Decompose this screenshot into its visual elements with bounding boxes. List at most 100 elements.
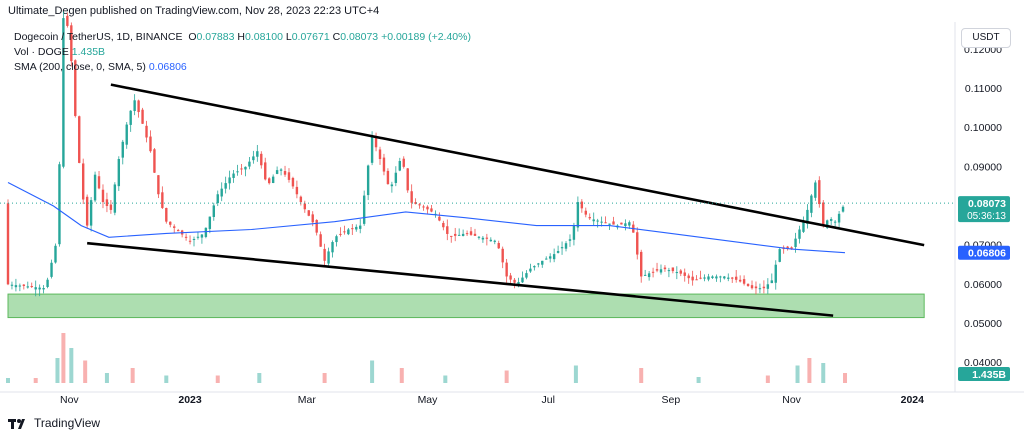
candle-body — [572, 225, 576, 240]
candle-body — [149, 136, 152, 152]
candle — [469, 227, 473, 236]
candle — [592, 212, 595, 226]
candle — [176, 228, 180, 232]
candle-body — [165, 207, 168, 222]
candle-body — [208, 216, 212, 229]
candle — [256, 144, 259, 162]
legend-volume-row[interactable]: Vol · DOGE 1.435B — [14, 45, 471, 60]
candle — [695, 275, 698, 281]
candle — [568, 234, 572, 247]
candle — [327, 247, 330, 266]
candle — [841, 205, 845, 213]
candle — [240, 163, 243, 175]
candle-body — [509, 275, 512, 280]
candle — [248, 157, 251, 170]
candle — [608, 223, 611, 231]
candle — [655, 262, 659, 273]
volume-bar — [215, 375, 220, 383]
candle-body — [517, 282, 520, 285]
candle-body — [794, 238, 797, 248]
legend-close-label: C — [332, 31, 341, 43]
price-tick-label: 0.10000 — [964, 122, 1002, 134]
legend-sma-row[interactable]: SMA (200, close, 0, SMA, 5) 0.06806 — [14, 60, 471, 75]
candle — [323, 243, 326, 267]
candle — [770, 273, 774, 284]
candle-body — [125, 124, 128, 145]
candle-body — [414, 202, 417, 205]
candle-body — [256, 151, 259, 157]
upper-trendline — [110, 83, 925, 247]
candle-body — [548, 256, 552, 259]
time-tick-label: Mar — [298, 394, 317, 406]
legend-high-label: H — [237, 31, 245, 43]
candle — [216, 190, 219, 207]
candle-body — [176, 230, 180, 232]
candle-body — [826, 220, 829, 228]
candle-body — [640, 251, 643, 277]
candle — [675, 266, 679, 280]
candle-body — [236, 171, 239, 173]
candle — [204, 227, 208, 239]
candle — [113, 182, 117, 216]
candle-body — [501, 248, 504, 263]
candle-body — [833, 221, 837, 223]
candle — [343, 225, 346, 235]
candle — [750, 280, 754, 290]
candle — [362, 190, 366, 226]
candle — [62, 11, 65, 169]
candle-body — [679, 270, 682, 274]
volume-bar — [257, 373, 262, 383]
candle-body — [303, 203, 307, 210]
candle-body — [477, 236, 481, 238]
candle — [699, 270, 702, 280]
candle — [359, 219, 362, 234]
candle — [707, 273, 710, 282]
candle — [228, 170, 231, 190]
candle-body — [267, 178, 271, 184]
candle — [169, 221, 172, 228]
candle — [442, 220, 445, 231]
candle-body — [279, 169, 283, 171]
candle — [133, 94, 136, 116]
candle-body — [588, 217, 591, 219]
candle — [727, 273, 730, 282]
tradingview-brand[interactable]: TradingView — [8, 414, 100, 432]
candle — [521, 271, 524, 284]
time-tick-label: Sep — [662, 394, 681, 406]
tradingview-logo-icon — [8, 417, 28, 429]
candle-body — [774, 264, 777, 283]
candle-body — [430, 208, 433, 212]
candle — [418, 203, 421, 209]
candle-body — [822, 202, 825, 226]
candle-body — [608, 223, 611, 225]
candle — [742, 275, 746, 286]
candle — [283, 165, 287, 177]
candle-body — [184, 236, 188, 238]
candle-body — [307, 210, 310, 216]
candle-body — [734, 276, 738, 280]
candle — [659, 264, 663, 275]
candle-body — [442, 222, 445, 228]
candle — [826, 219, 829, 230]
quote-currency-button[interactable]: USDT — [961, 28, 1011, 48]
candle — [34, 280, 37, 297]
candle — [438, 212, 441, 222]
candle — [533, 265, 536, 271]
candle — [81, 158, 85, 205]
candle — [465, 230, 469, 236]
candle-body — [212, 205, 215, 217]
candle — [604, 216, 607, 224]
candle-body — [505, 262, 508, 277]
candle-body — [145, 125, 148, 138]
candle-body — [133, 100, 136, 111]
candle-body — [841, 206, 845, 212]
candle-body — [81, 163, 85, 200]
candle — [810, 194, 813, 218]
candle — [410, 184, 413, 209]
candle — [588, 213, 591, 220]
sma-badge-box — [958, 245, 1010, 260]
candle-body — [560, 247, 564, 249]
candle — [196, 232, 200, 240]
candle — [545, 256, 548, 260]
